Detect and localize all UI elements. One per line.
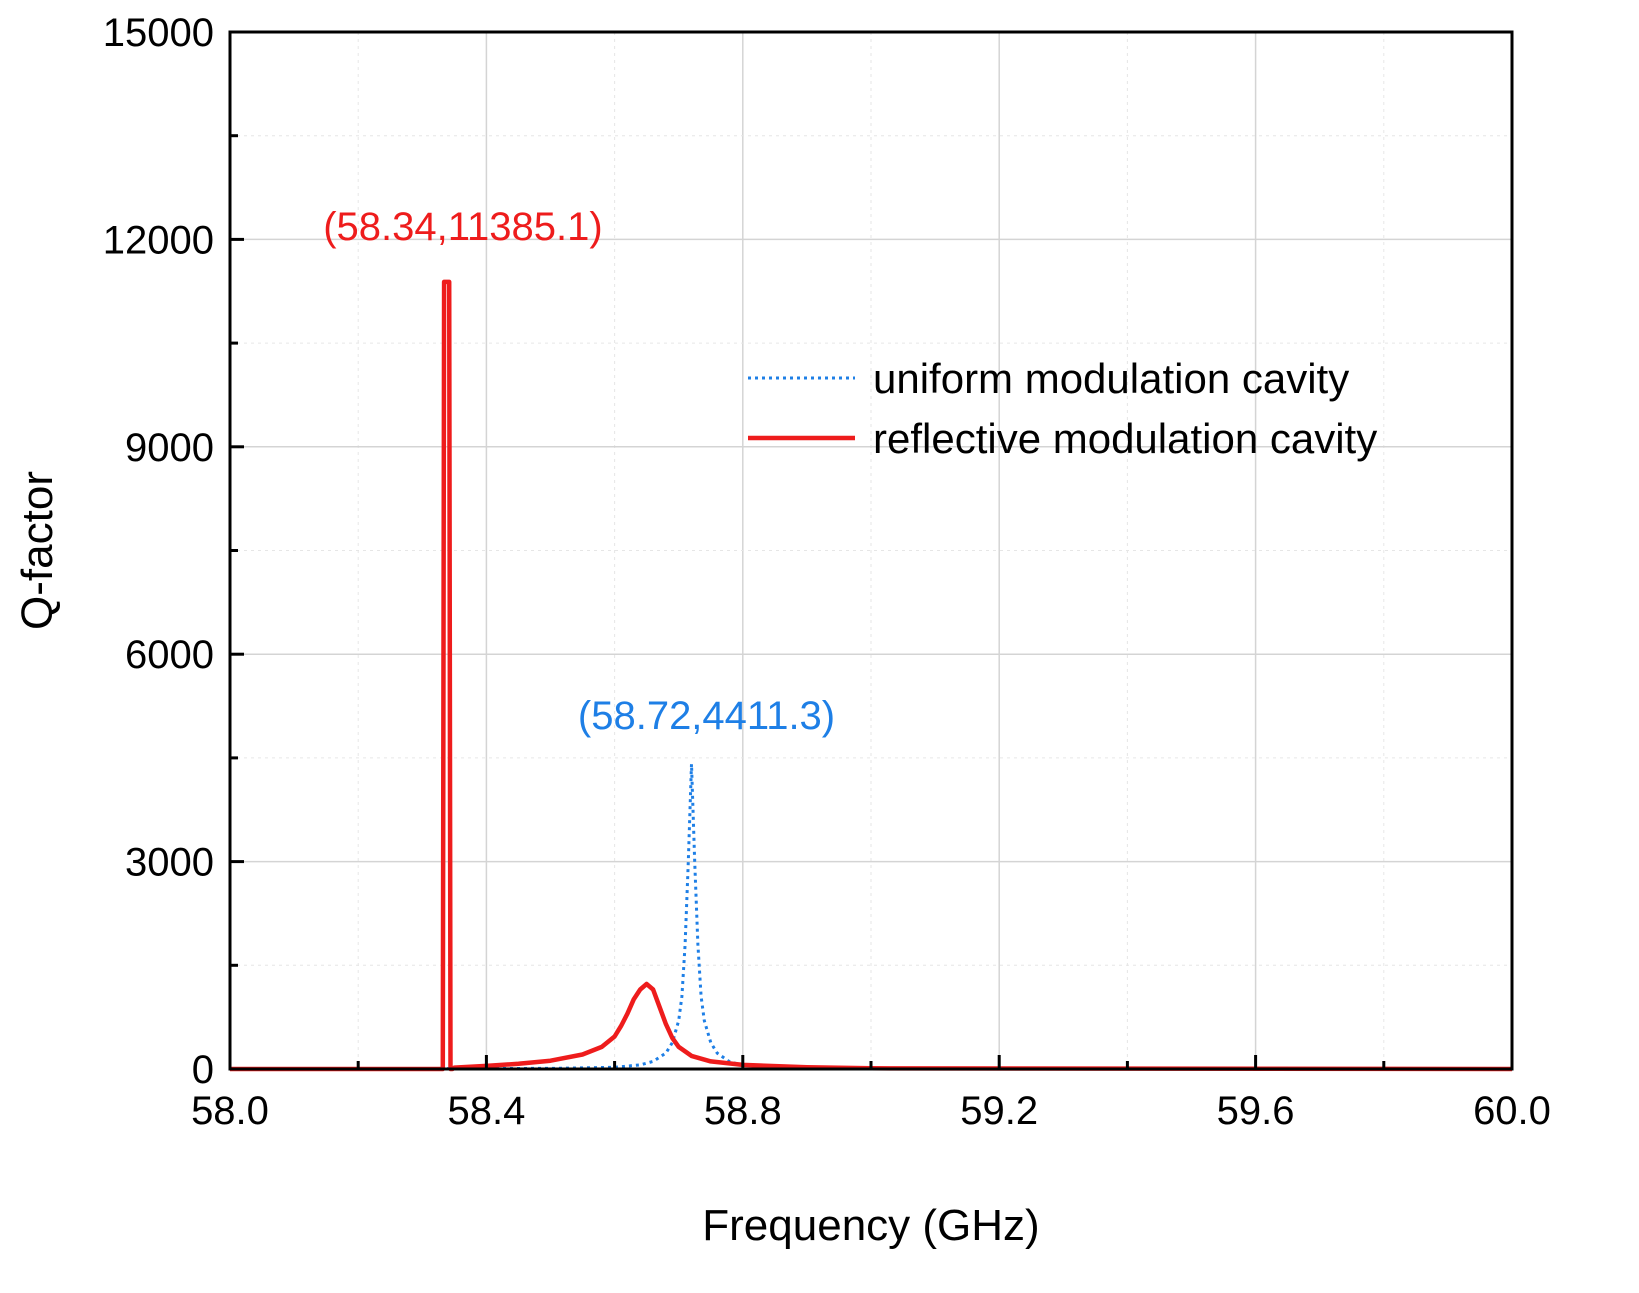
legend: uniform modulation cavity reflective mod…	[748, 355, 1377, 462]
x-tick-label: 60.0	[1473, 1089, 1551, 1133]
x-axis-label: Frequency (GHz)	[702, 1201, 1039, 1250]
series-line-reflective	[230, 279, 1513, 1072]
grid	[229, 31, 1513, 1070]
y-tick-label: 12000	[103, 218, 214, 262]
x-tick-label: 59.6	[1217, 1089, 1295, 1133]
y-tick-label: 0	[192, 1048, 214, 1092]
annotations: (58.34,11385.1) (58.72,4411.3)	[323, 205, 835, 738]
series-layer	[229, 279, 1513, 1072]
peak-annotation-reflective: (58.34,11385.1)	[323, 205, 602, 249]
peak-annotation-uniform: (58.72,4411.3)	[578, 694, 835, 738]
legend-label-uniform: uniform modulation cavity	[873, 355, 1349, 402]
legend-label-reflective: reflective modulation cavity	[873, 415, 1377, 462]
series-line-uniform	[229, 762, 1513, 1071]
ticks: 58.0 58.4 58.8 59.2 59.6 60.0 0 3000 6000 9000 120…	[103, 11, 1551, 1133]
x-tick-label: 59.2	[960, 1089, 1038, 1133]
x-tick-label: 58.4	[447, 1089, 525, 1133]
y-tick-label: 3000	[125, 841, 214, 885]
y-tick-label: 9000	[125, 426, 214, 470]
x-tick-label: 58.8	[704, 1089, 782, 1133]
y-axis-label: Q-factor	[13, 471, 62, 630]
x-tick-label: 58.0	[191, 1089, 269, 1133]
y-tick-label: 15000	[103, 11, 214, 55]
y-tick-label: 6000	[125, 633, 214, 677]
